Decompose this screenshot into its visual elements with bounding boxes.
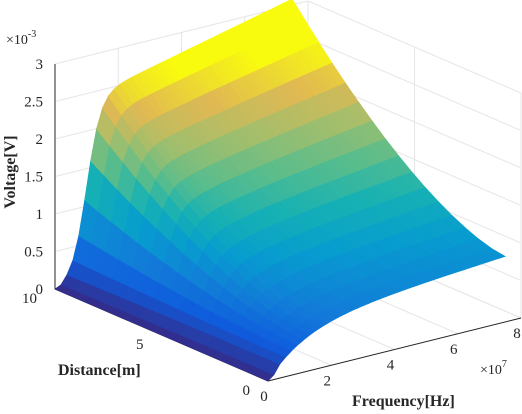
x-tick-label: 2	[324, 373, 332, 389]
z-exponent-label: ×10-3	[6, 29, 36, 48]
surface-patch	[485, 248, 506, 259]
y-tick-label: 0	[243, 383, 251, 399]
y-tick-label: 5	[136, 337, 144, 353]
z-tick-label: 1	[36, 207, 44, 223]
x-tick-label: 8	[513, 326, 521, 342]
y-tick-label: 10	[22, 291, 37, 307]
z-tick-label: 2.5	[24, 95, 43, 111]
voltage-surface	[54, 0, 506, 382]
z-axis-label: Voltage[V]	[2, 135, 19, 208]
z-tick-label: 1.5	[24, 170, 43, 186]
x-exponent-label: ×107	[480, 359, 507, 378]
z-tick-label: 0.5	[24, 245, 43, 261]
x-axis-label: Frequency[Hz]	[352, 393, 455, 410]
x-tick-label: 4	[387, 358, 395, 374]
x-tick-label: 6	[450, 342, 458, 358]
z-tick-label: 0	[36, 282, 44, 298]
z-tick-label: 3	[36, 57, 44, 73]
x-tick-label: 0	[260, 389, 268, 405]
y-axis-label: Distance[m]	[58, 362, 141, 379]
z-tick-label: 2	[36, 132, 44, 148]
x-axis-line	[267, 317, 522, 382]
